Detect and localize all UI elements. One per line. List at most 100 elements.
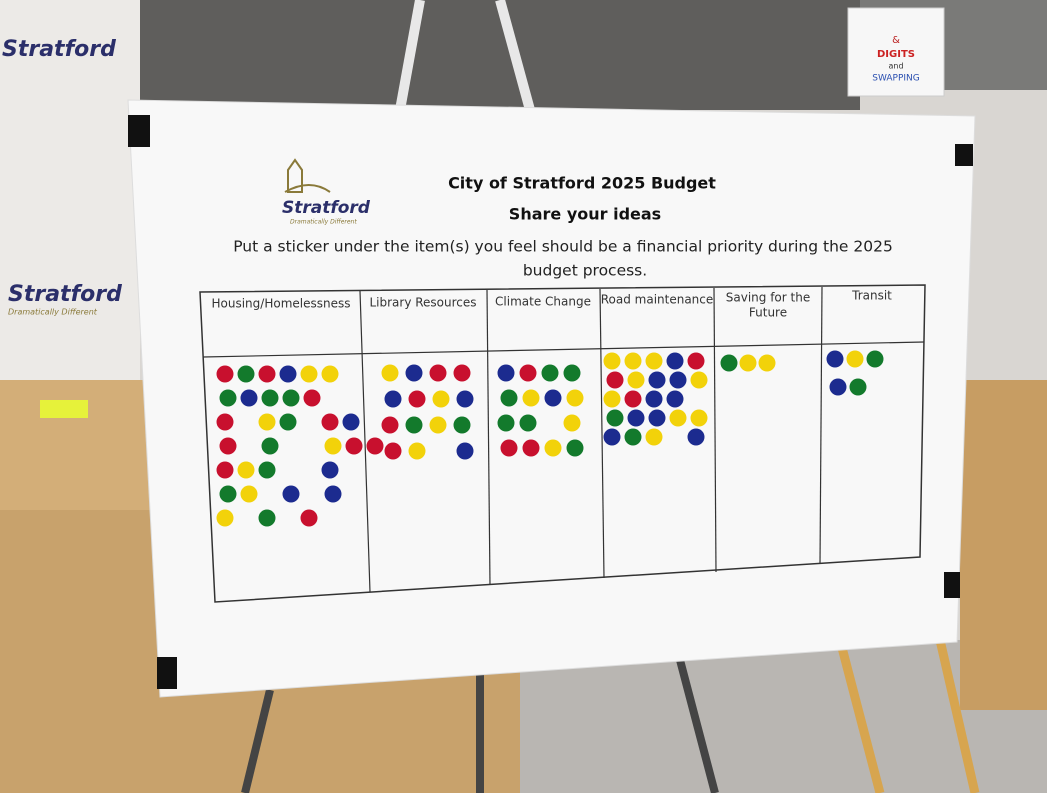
sticker bbox=[721, 355, 738, 372]
sticker bbox=[607, 372, 624, 389]
column-header: Climate Change bbox=[495, 295, 591, 309]
sticker bbox=[498, 365, 515, 382]
sticker bbox=[523, 440, 540, 457]
binder-clip bbox=[157, 657, 177, 689]
sticker bbox=[220, 486, 237, 503]
sticker bbox=[217, 366, 234, 383]
sticker bbox=[343, 414, 360, 431]
sticker bbox=[667, 353, 684, 370]
sticker bbox=[498, 415, 515, 432]
sticker bbox=[280, 366, 297, 383]
logo-text: Stratford bbox=[282, 198, 371, 218]
sticker bbox=[827, 351, 844, 368]
poster-subtitle: Share your ideas bbox=[509, 205, 661, 224]
sticker bbox=[646, 391, 663, 408]
sticker bbox=[545, 440, 562, 457]
sticker bbox=[454, 417, 471, 434]
sticker bbox=[564, 365, 581, 382]
sticker bbox=[850, 379, 867, 396]
sticker bbox=[406, 417, 423, 434]
sticker bbox=[625, 391, 642, 408]
sticker bbox=[454, 365, 471, 382]
sticker bbox=[501, 390, 518, 407]
instruction: budget process. bbox=[523, 262, 647, 280]
sticker bbox=[325, 438, 342, 455]
table bbox=[960, 380, 1047, 710]
binder-clip bbox=[944, 572, 960, 598]
sticker bbox=[628, 410, 645, 427]
sign-text: & bbox=[892, 35, 900, 46]
sticker bbox=[649, 372, 666, 389]
binder-clip bbox=[955, 144, 973, 166]
sticker bbox=[628, 372, 645, 389]
sticker bbox=[430, 365, 447, 382]
sticker bbox=[740, 355, 757, 372]
column-header: Road maintenance bbox=[601, 293, 714, 307]
sticker bbox=[217, 462, 234, 479]
sticker bbox=[520, 365, 537, 382]
sticker bbox=[259, 462, 276, 479]
sticker bbox=[604, 429, 621, 446]
sticker bbox=[241, 486, 258, 503]
sticker bbox=[283, 486, 300, 503]
sticker bbox=[301, 510, 318, 527]
ceiling bbox=[100, 0, 860, 110]
banner-text: Dramatically Different bbox=[8, 308, 98, 317]
sticker bbox=[385, 391, 402, 408]
sticker bbox=[409, 443, 426, 460]
sticker bbox=[382, 365, 399, 382]
sticky-note bbox=[40, 400, 88, 418]
sticker bbox=[688, 429, 705, 446]
sign-text: DIGITS bbox=[877, 49, 915, 60]
sticker bbox=[241, 390, 258, 407]
sticker bbox=[304, 390, 321, 407]
sticker bbox=[430, 417, 447, 434]
poster-title: City of Stratford 2025 Budget bbox=[448, 174, 716, 193]
sticker bbox=[667, 391, 684, 408]
sticker bbox=[646, 429, 663, 446]
sticker bbox=[280, 414, 297, 431]
sticker bbox=[759, 355, 776, 372]
column-header: Library Resources bbox=[369, 296, 476, 310]
sticker bbox=[670, 410, 687, 427]
sticker bbox=[385, 443, 402, 460]
sticker bbox=[567, 440, 584, 457]
sticker bbox=[625, 353, 642, 370]
sticker bbox=[262, 390, 279, 407]
sticker bbox=[382, 417, 399, 434]
column-header: Future bbox=[749, 306, 787, 320]
sticker bbox=[322, 462, 339, 479]
sticker bbox=[646, 353, 663, 370]
sticker bbox=[520, 415, 537, 432]
sticker bbox=[604, 391, 621, 408]
sticker bbox=[346, 438, 363, 455]
sticker bbox=[322, 414, 339, 431]
sticker bbox=[262, 438, 279, 455]
sticker bbox=[847, 351, 864, 368]
sign-text: and bbox=[888, 62, 903, 71]
sticker bbox=[406, 365, 423, 382]
sticker bbox=[301, 366, 318, 383]
sticker bbox=[691, 410, 708, 427]
sticker bbox=[367, 438, 384, 455]
banner-text: Stratford bbox=[8, 282, 122, 307]
sticker bbox=[238, 462, 255, 479]
column-header: Housing/Homelessness bbox=[212, 297, 351, 311]
sticker bbox=[322, 366, 339, 383]
sticker bbox=[604, 353, 621, 370]
column-header: Transit bbox=[851, 289, 892, 303]
sticker bbox=[259, 510, 276, 527]
sticker bbox=[564, 415, 581, 432]
binder-clip bbox=[128, 115, 150, 147]
sticker bbox=[217, 414, 234, 431]
sticker bbox=[625, 429, 642, 446]
sticker bbox=[220, 390, 237, 407]
sticker bbox=[238, 366, 255, 383]
sticker bbox=[457, 391, 474, 408]
sticker bbox=[501, 440, 518, 457]
sticker bbox=[433, 391, 450, 408]
logo-tagline: Dramatically Different bbox=[290, 219, 357, 226]
sticker bbox=[259, 366, 276, 383]
sticker bbox=[867, 351, 884, 368]
banner-text: Stratford bbox=[2, 37, 116, 62]
